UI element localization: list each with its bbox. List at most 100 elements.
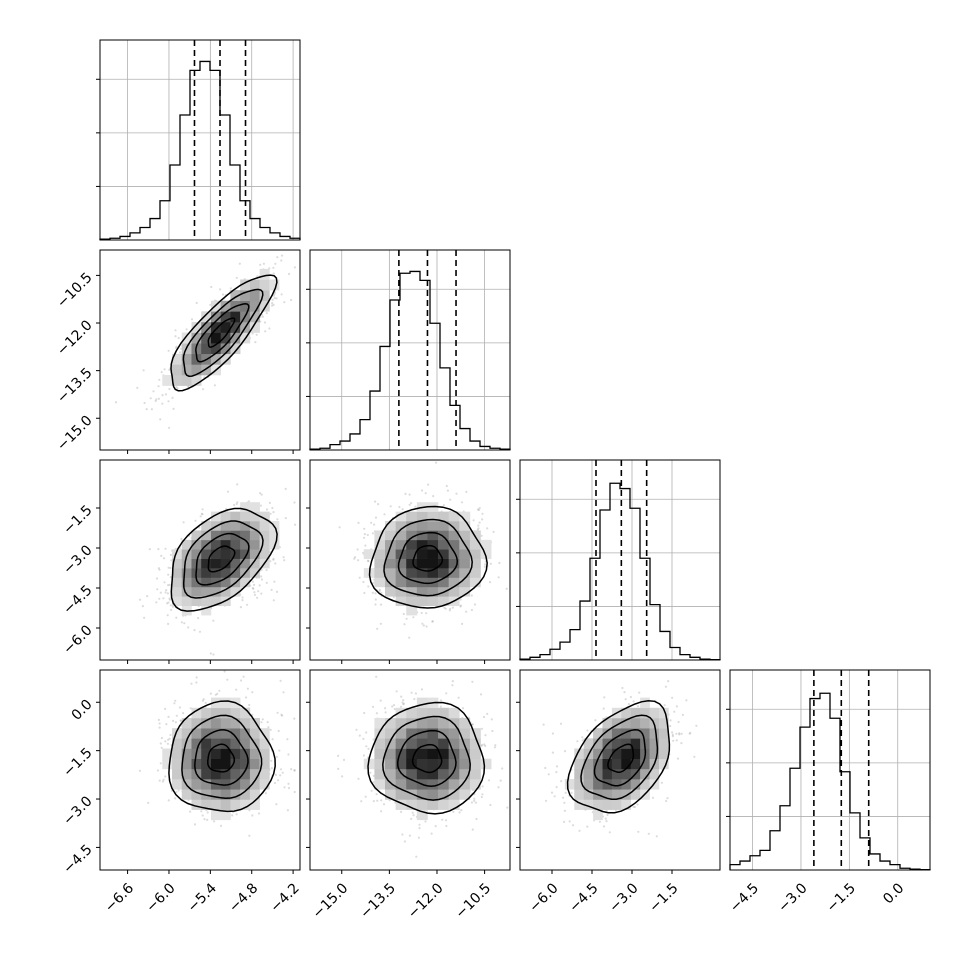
scatter-point <box>251 814 254 817</box>
scatter-point <box>169 598 172 601</box>
density-cell <box>259 758 270 770</box>
scatter-point <box>494 744 497 747</box>
scatter-point <box>214 693 217 696</box>
density-cell <box>240 539 251 550</box>
scatter-point <box>164 591 167 594</box>
density-cell <box>172 738 183 749</box>
density-cell <box>374 738 386 749</box>
scatter-point <box>376 799 379 802</box>
density-cell <box>459 577 471 588</box>
density-cell <box>374 530 386 541</box>
scatter-point <box>169 733 172 737</box>
scatter-point <box>272 557 275 561</box>
scatter-panel-3-1 <box>309 669 511 871</box>
density-cell <box>448 530 460 541</box>
scatter-point <box>523 601 525 603</box>
scatter-point <box>286 809 289 812</box>
contour-line <box>207 545 236 573</box>
scatter-point <box>190 318 194 321</box>
scatter-point <box>179 719 182 722</box>
scatter-point <box>370 521 373 524</box>
density-cell <box>220 549 231 559</box>
density-cell <box>230 758 241 770</box>
scatter-point <box>481 743 484 747</box>
scatter-point <box>262 262 265 265</box>
scatter-point <box>489 562 492 565</box>
density-cell <box>201 577 212 588</box>
density-cell <box>191 728 202 739</box>
density-cell <box>249 758 260 770</box>
scatter-point <box>293 717 296 720</box>
scatter-point <box>226 678 229 681</box>
contour-line <box>195 303 250 363</box>
scatter-point <box>475 817 478 821</box>
scatter-point <box>190 682 193 685</box>
density-cell <box>172 364 183 376</box>
scatter-point <box>459 605 462 608</box>
density-cell <box>438 596 449 607</box>
scatter-point <box>474 801 477 804</box>
scatter-point <box>272 294 276 297</box>
scatter-point <box>167 601 170 604</box>
scatter-point <box>473 797 476 800</box>
scatter-point <box>277 779 280 782</box>
density-cell <box>269 530 280 541</box>
scatter-point <box>247 500 251 503</box>
density-cell <box>201 596 212 607</box>
scatter-point <box>238 262 241 265</box>
scatter-point <box>366 533 369 537</box>
scatter-point <box>337 767 340 771</box>
density-cell <box>172 558 183 569</box>
scatter-point <box>157 385 160 388</box>
density-cell <box>374 779 386 790</box>
scatter-point <box>367 585 370 588</box>
scatter-point <box>213 384 216 387</box>
scatter-point <box>159 591 162 594</box>
scatter-point <box>218 689 221 692</box>
scatter-point <box>258 584 261 587</box>
density-cell <box>448 558 460 569</box>
scatter-point <box>260 721 263 724</box>
density-cell <box>172 768 183 780</box>
scatter-point <box>342 758 346 762</box>
scatter-point <box>408 493 411 496</box>
scatter-point <box>489 803 492 807</box>
scatter-point <box>285 228 287 230</box>
scatter-point <box>169 566 172 570</box>
scatter-point <box>245 696 248 699</box>
scatter-point <box>378 588 381 591</box>
scatter-point <box>401 508 404 511</box>
density-cell <box>220 332 231 344</box>
density-cell <box>191 799 202 810</box>
scatter-point <box>216 692 219 695</box>
density-cell <box>249 568 260 578</box>
density-cell <box>448 549 460 559</box>
contour-line <box>195 532 250 586</box>
panel-content <box>138 670 296 837</box>
scatter-point <box>141 605 144 608</box>
scatter-point <box>236 483 239 486</box>
density-cell <box>259 279 270 291</box>
scatter-point <box>483 743 486 746</box>
density-cell <box>191 539 202 550</box>
density-cell <box>181 789 192 800</box>
density-cell <box>210 300 221 312</box>
scatter-point <box>278 749 281 752</box>
scatter-point <box>293 501 296 504</box>
scatter-point <box>162 778 165 781</box>
scatter-point <box>166 602 169 605</box>
scatter-point <box>477 527 480 530</box>
scatter-point <box>445 692 448 695</box>
scatter-point <box>174 335 177 338</box>
scatter-point <box>235 688 238 691</box>
scatter-point <box>172 719 175 723</box>
contour-line <box>168 700 276 813</box>
density-cell <box>259 539 270 550</box>
density-cell <box>181 586 192 597</box>
scatter-point <box>382 803 386 806</box>
scatter-point <box>236 501 239 504</box>
density-cell <box>259 768 270 780</box>
scatter-point <box>471 723 474 726</box>
density-cell <box>374 539 386 550</box>
scatter-point <box>253 591 256 594</box>
